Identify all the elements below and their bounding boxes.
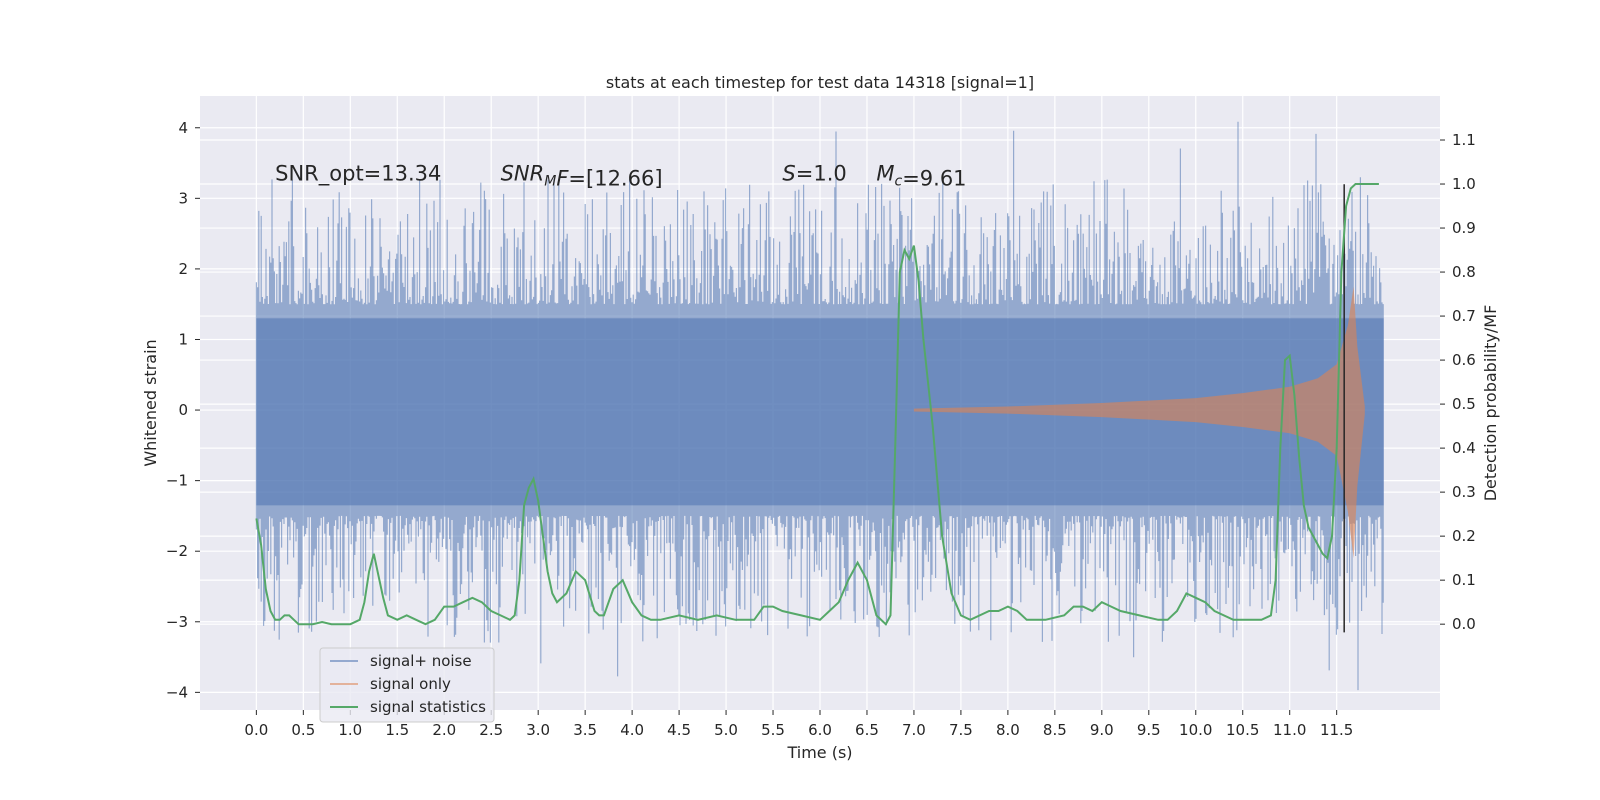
y-right-tick-label: 0.7: [1452, 307, 1476, 325]
x-tick-label: 3.5: [573, 721, 597, 739]
annotation-part: M: [544, 174, 556, 190]
legend: signal+ noise signal only signal statist…: [319, 647, 495, 723]
y-right-tick-label: 1.0: [1452, 175, 1476, 193]
x-tick-label: 2.5: [479, 721, 503, 739]
y-right-tick-label: 0.8: [1452, 263, 1476, 281]
y-right-tick-label: 0.5: [1452, 395, 1476, 413]
legend-label-signal-statistics: signal statistics: [370, 698, 486, 716]
y-right-tick-label: 0.2: [1452, 527, 1476, 545]
annotations: SNR_opt=13.34 SNRMF=[12.66] S=1.0 Mc=9.61: [275, 162, 966, 191]
y-left-tick-label: 3: [178, 189, 188, 207]
annotation-part: c: [894, 174, 902, 190]
x-tick-label: 4.0: [620, 721, 644, 739]
y-left-tick-label: 4: [178, 119, 188, 137]
annotation-part: =1.0: [796, 162, 847, 186]
x-tick-label: 11.0: [1273, 721, 1306, 739]
y-left-tick-label: −2: [166, 542, 188, 560]
chart-title: stats at each timestep for test data 143…: [606, 73, 1034, 92]
x-tick-label: 0.0: [244, 721, 268, 739]
x-tick-label: 5.5: [761, 721, 785, 739]
y-left-tick-label: −4: [166, 683, 188, 701]
x-axis-label: Time (s): [786, 743, 852, 762]
annotation-1: SNRMF=[12.66]: [501, 162, 663, 191]
legend-label-signal-noise: signal+ noise: [370, 652, 472, 670]
x-tick-label: 1.0: [338, 721, 362, 739]
annotation-part: SNR_opt=13.34: [275, 162, 441, 187]
y-right-tick-label: 0.3: [1452, 483, 1476, 501]
x-tick-label: 7.5: [949, 721, 973, 739]
x-tick-label: 0.5: [291, 721, 315, 739]
y-left-tick-label: −3: [166, 613, 188, 631]
x-tick-label: 6.0: [808, 721, 832, 739]
x-tick-label: 5.0: [714, 721, 738, 739]
y-right-tick-label: 0.0: [1452, 615, 1476, 633]
x-tick-label: 9.5: [1137, 721, 1161, 739]
x-axis-ticks: 0.0 0.5 1.0 1.5 2.0 2.5 3.0 3.5 4.0 4.5 5.0 5.5 6.0 6…: [244, 710, 1353, 739]
y-right-tick-label: 0.4: [1452, 439, 1476, 457]
x-tick-label: 11.5: [1320, 721, 1353, 739]
legend-label-signal-only: signal only: [370, 675, 451, 693]
annotation-part: S: [782, 162, 795, 186]
legend-box: [319, 647, 495, 723]
annotation-part: =[12.66]: [568, 167, 662, 191]
y-right-tick-label: 0.1: [1452, 571, 1476, 589]
annotation-2: S=1.0: [782, 162, 846, 186]
y-left-tick-label: −1: [166, 472, 188, 490]
signal-statistics-line: [255, 183, 1379, 626]
annotation-part: SNR: [501, 162, 545, 186]
signal-only-chirp: [913, 286, 1365, 559]
y-left-axis-label: Whitened strain: [141, 339, 160, 466]
annotation-3: Mc=9.61: [876, 162, 966, 191]
y-left-axis-ticks: −4 −3 −2 −1 0 1 2 3 4: [166, 119, 200, 701]
x-tick-label: 8.0: [996, 721, 1020, 739]
x-tick-label: 1.5: [385, 721, 409, 739]
annotation-part: =9.61: [902, 167, 966, 191]
y-left-tick-label: 1: [178, 330, 188, 348]
x-tick-label: 3.0: [526, 721, 550, 739]
x-tick-label: 9.0: [1090, 721, 1114, 739]
y-left-tick-label: 2: [178, 260, 188, 278]
annotation-part: F: [556, 167, 569, 191]
y-right-axis-label: Detection probability/MF: [1481, 305, 1500, 502]
y-left-tick-label: 0: [178, 401, 188, 419]
x-tick-label: 8.5: [1043, 721, 1067, 739]
x-tick-label: 2.0: [432, 721, 456, 739]
series-layer: [255, 121, 1384, 691]
x-tick-label: 10.0: [1179, 721, 1212, 739]
x-tick-label: 4.5: [667, 721, 691, 739]
annotation-0: SNR_opt=13.34: [275, 162, 441, 187]
annotation-part: M: [876, 162, 894, 186]
y-right-tick-label: 1.1: [1452, 131, 1476, 149]
y-right-tick-label: 0.9: [1452, 219, 1476, 237]
x-tick-label: 6.5: [855, 721, 879, 739]
x-tick-label: 10.5: [1226, 721, 1259, 739]
y-right-axis-ticks: 0.0 0.1 0.2 0.3 0.4 0.5 0.6 0.7 0.8 0.9 1.0 1.1: [1440, 131, 1476, 633]
x-tick-label: 7.0: [902, 721, 926, 739]
y-right-tick-label: 0.6: [1452, 351, 1476, 369]
